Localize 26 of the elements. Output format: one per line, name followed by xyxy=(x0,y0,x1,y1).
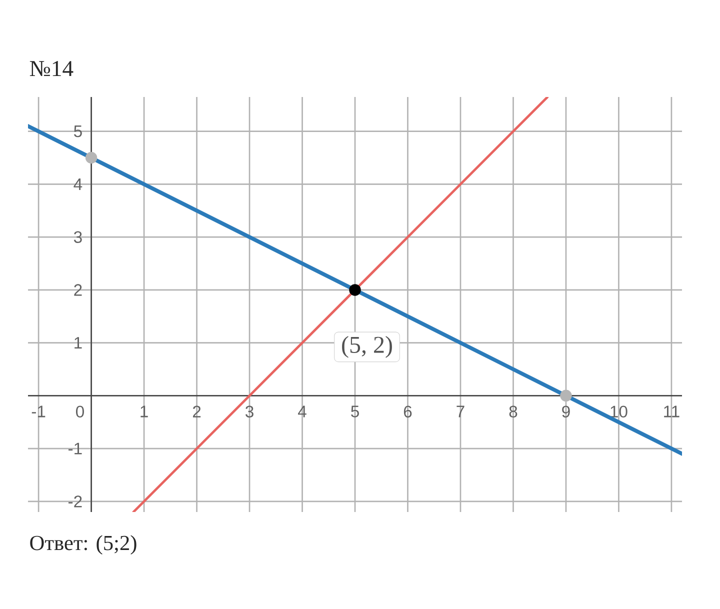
y-tick-label: 5 xyxy=(74,126,82,138)
y-tick-label: 3 xyxy=(74,231,82,243)
x-tick-label: 0 xyxy=(76,406,84,418)
x-tick-label: 5 xyxy=(351,406,359,418)
y-tick-label: -2 xyxy=(68,496,82,508)
chart-title: №14 xyxy=(30,61,74,76)
y-tick-label: 2 xyxy=(74,284,82,296)
x-tick-label: 8 xyxy=(509,406,518,418)
x-tick-label: 3 xyxy=(246,406,254,418)
y-tick-label: 4 xyxy=(74,178,82,190)
point xyxy=(560,390,572,402)
x-tick-label: 2 xyxy=(192,406,201,418)
x-tick-label: 10 xyxy=(610,406,628,418)
x-tick-label: 9 xyxy=(562,406,570,418)
annotation: (5, 2) xyxy=(342,336,392,358)
x-tick-label: 1 xyxy=(140,406,148,418)
point xyxy=(85,152,98,164)
point xyxy=(349,284,361,296)
y-tick-label: 1 xyxy=(74,337,82,349)
y-tick-label: -1 xyxy=(68,442,82,454)
text: Ответ: (5;2) xyxy=(30,535,136,555)
x-tick-label: 7 xyxy=(456,406,464,418)
x-tick-label: -1 xyxy=(32,406,46,418)
x-tick-label: 4 xyxy=(298,406,306,418)
x-tick-label: 11 xyxy=(664,406,680,418)
x-tick-label: 6 xyxy=(404,406,412,418)
